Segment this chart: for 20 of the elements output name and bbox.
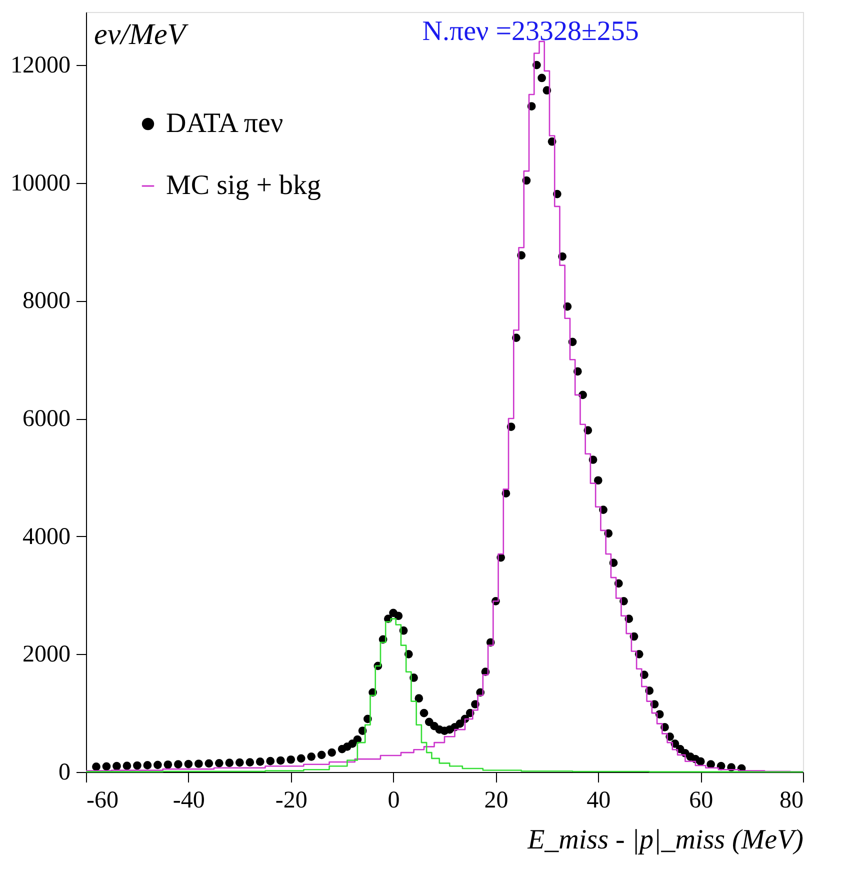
x-tick-label: 60: [689, 788, 714, 814]
y-axis-title: ev/MeV: [94, 18, 190, 51]
y-tick-label: 2000: [22, 642, 70, 668]
legend-label: MC sig + bkg: [166, 170, 322, 201]
y-tick-label: 8000: [22, 288, 70, 314]
x-axis-title: E_miss - |p|_miss (MeV): [526, 824, 804, 856]
y-tick-label: 12000: [10, 52, 70, 79]
y-tick-label: 0: [58, 760, 70, 786]
x-tick-label: 0: [388, 788, 400, 814]
legend-label: DATA πeν: [166, 108, 284, 139]
annotation: N.πeν =23328±255: [422, 16, 639, 47]
y-tick-label: 10000: [10, 170, 70, 196]
y-tick-label: 4000: [22, 524, 70, 550]
x-tick-label: 40: [586, 788, 611, 814]
x-tick-label: 80: [780, 788, 804, 814]
x-tick-label: -20: [275, 788, 308, 814]
x-tick-label: -60: [86, 788, 118, 814]
y-tick-label: 6000: [22, 406, 70, 432]
x-tick-label: 20: [484, 788, 508, 814]
x-tick-label: -40: [172, 788, 205, 814]
